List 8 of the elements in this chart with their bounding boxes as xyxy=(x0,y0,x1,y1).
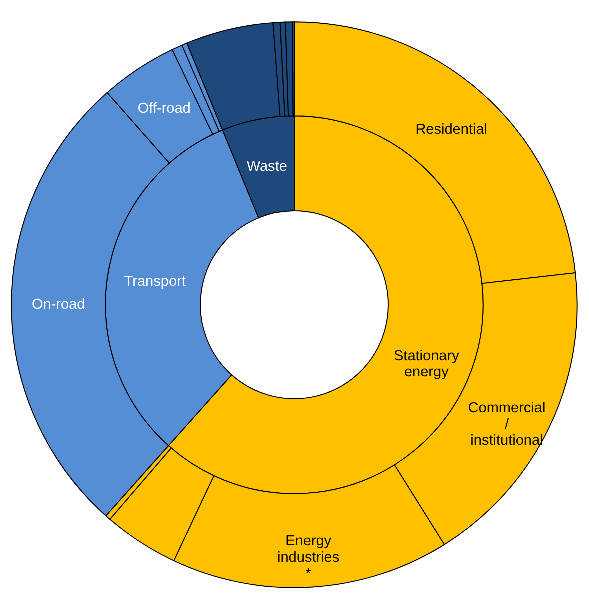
text: Waste xyxy=(246,159,288,176)
text: Transport xyxy=(124,274,186,290)
slice-label: Energy industries * xyxy=(278,533,340,582)
text: Stationary energy xyxy=(394,348,460,381)
slice-label: Commercial / institutional xyxy=(468,400,546,450)
slice-label: Residential xyxy=(416,122,488,138)
slice-label: Off-road xyxy=(138,101,191,118)
slice-label: On-road xyxy=(32,297,86,314)
